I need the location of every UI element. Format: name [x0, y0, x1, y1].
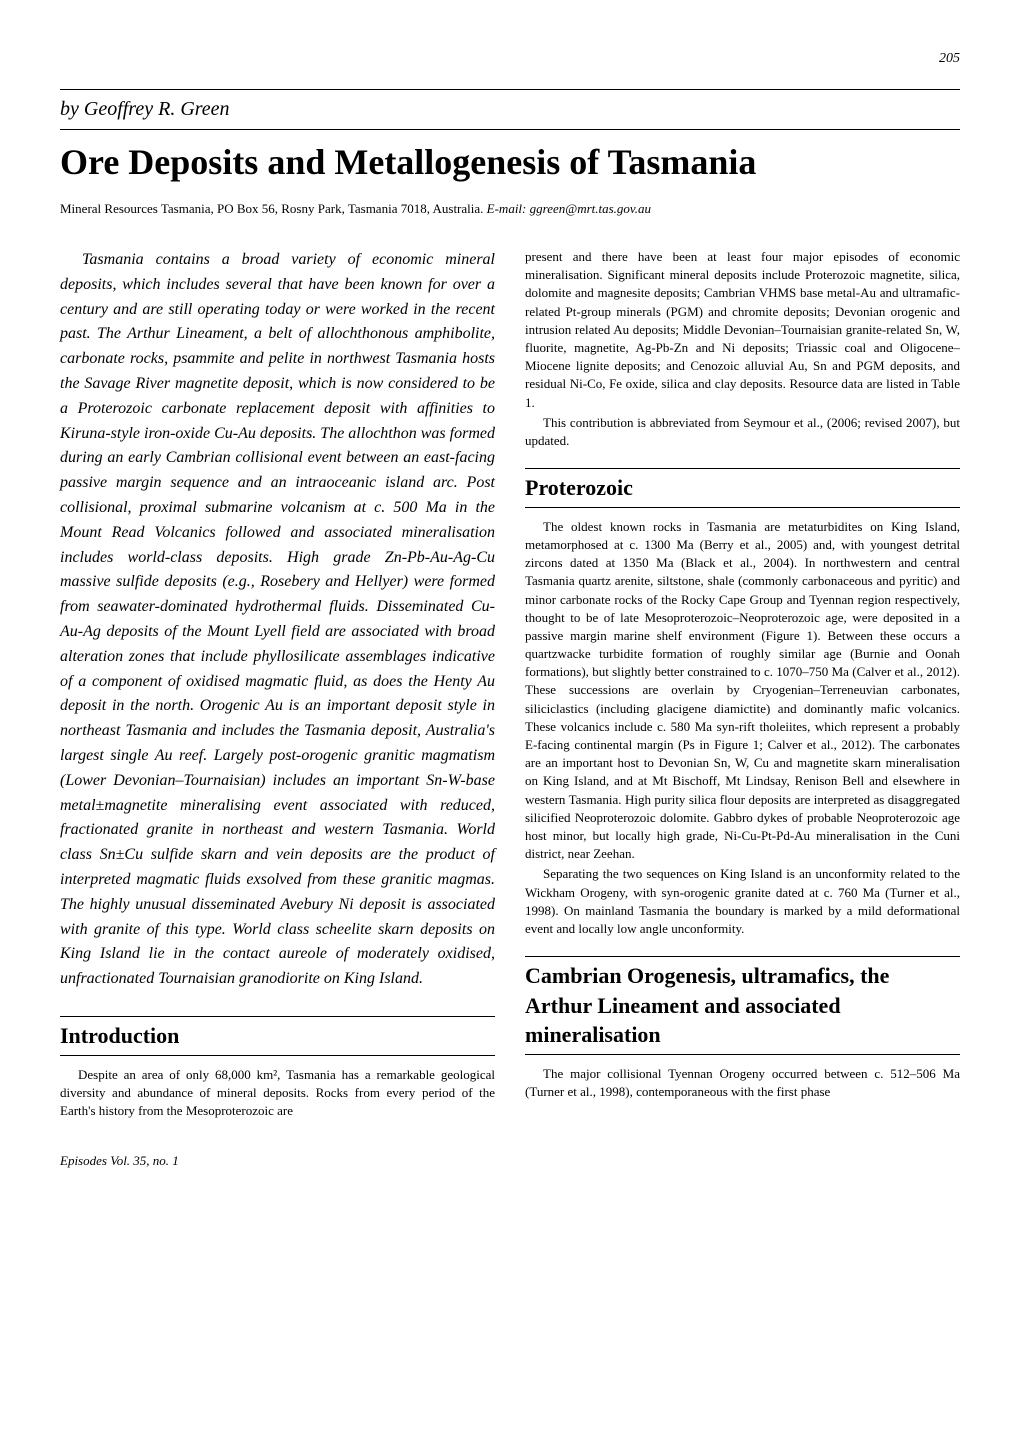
cambrian-para-1: The major collisional Tyennan Orogeny oc… [525, 1065, 960, 1101]
introduction-heading: Introduction [60, 1016, 495, 1056]
affiliation-text: Mineral Resources Tasmania, PO Box 56, R… [60, 201, 487, 216]
right-column: present and there have been at least fou… [525, 248, 960, 1122]
page-number: 205 [60, 50, 960, 69]
left-column: Tasmania contains a broad variety of eco… [60, 248, 495, 1122]
two-column-layout: Tasmania contains a broad variety of eco… [60, 248, 960, 1122]
journal-footer: Episodes Vol. 35, no. 1 [60, 1152, 960, 1170]
proterozoic-para-1: The oldest known rocks in Tasmania are m… [525, 518, 960, 864]
introduction-para-r2: This contribution is abbreviated from Se… [525, 414, 960, 450]
abstract-text: Tasmania contains a broad variety of eco… [60, 248, 495, 992]
email-label: E-mail: [487, 201, 530, 216]
cambrian-heading: Cambrian Orogenesis, ultramafics, the Ar… [525, 956, 960, 1055]
proterozoic-heading: Proterozoic [525, 468, 960, 508]
proterozoic-body: The oldest known rocks in Tasmania are m… [525, 518, 960, 938]
affiliation: Mineral Resources Tasmania, PO Box 56, R… [60, 200, 960, 218]
email-address: ggreen@mrt.tas.gov.au [530, 201, 651, 216]
cambrian-body: The major collisional Tyennan Orogeny oc… [525, 1065, 960, 1101]
introduction-body-left: Despite an area of only 68,000 km², Tasm… [60, 1066, 495, 1121]
introduction-para-left: Despite an area of only 68,000 km², Tasm… [60, 1066, 495, 1121]
introduction-body-right: present and there have been at least fou… [525, 248, 960, 450]
article-title: Ore Deposits and Metallogenesis of Tasma… [60, 138, 960, 187]
author-byline: by Geoffrey R. Green [60, 89, 960, 130]
introduction-para-r1: present and there have been at least fou… [525, 248, 960, 412]
proterozoic-para-2: Separating the two sequences on King Isl… [525, 865, 960, 938]
